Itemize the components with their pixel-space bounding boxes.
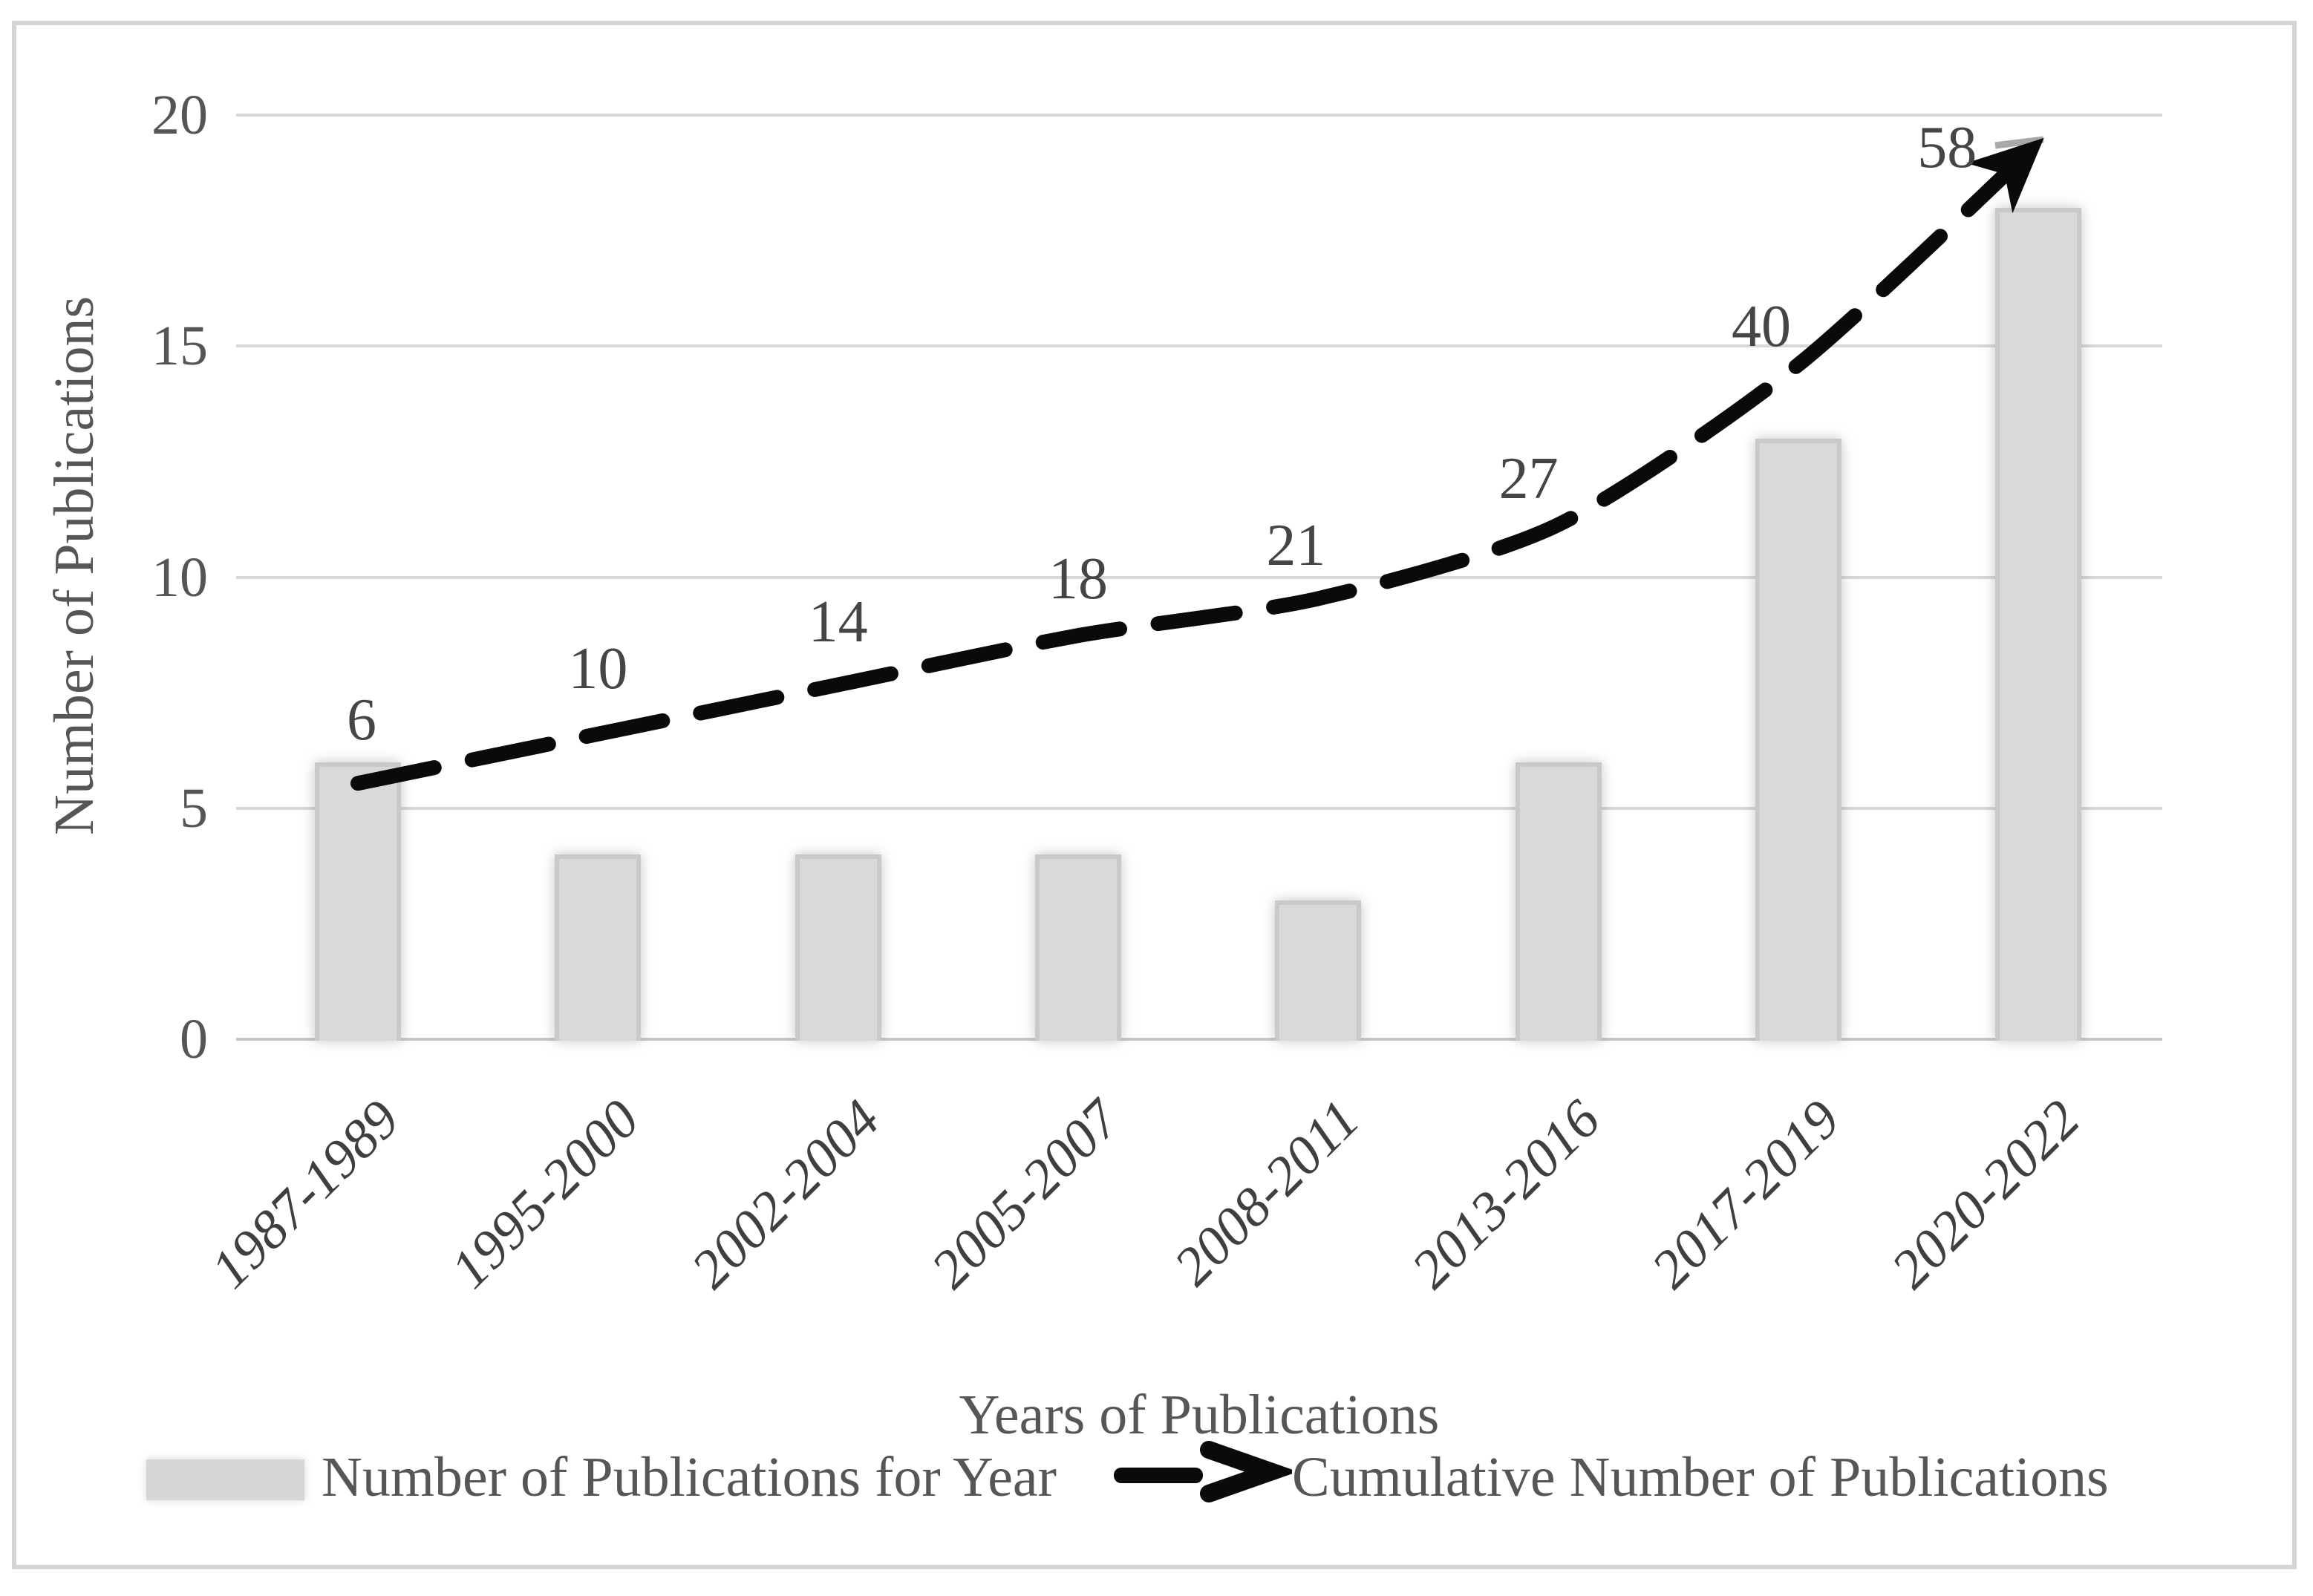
cumulative-data-label: 27: [1498, 445, 1559, 511]
bar-2013-2016: [1515, 762, 1602, 1041]
cumulative-data-label: 18: [1048, 546, 1108, 612]
x-axis-title: Years of Publications: [959, 1384, 1440, 1446]
cumulative-data-label: 58: [1917, 114, 1977, 180]
cumulative-data-label: 10: [568, 635, 628, 701]
y-tick-label: 10: [151, 546, 208, 609]
h-gridline: [236, 114, 2162, 117]
bar-2017-2019: [1755, 438, 1841, 1041]
h-gridline: [236, 344, 2162, 348]
cumulative-data-label: 6: [347, 687, 376, 753]
legend-label-bars: Number of Publications for Year: [322, 1446, 1057, 1508]
y-tick-label: 5: [180, 776, 208, 840]
cumulative-data-label: 21: [1266, 513, 1326, 579]
h-gridline: [236, 575, 2162, 579]
bar-1987-1989: [315, 762, 401, 1041]
bar-2002-2004: [795, 854, 881, 1041]
x-axis-line: [236, 1038, 2162, 1041]
bar-1995-2000: [555, 854, 642, 1041]
legend-arrow-icon: [1114, 1441, 1292, 1502]
cumulative-data-label: 40: [1731, 294, 1791, 360]
cumulative-data-label: 14: [808, 589, 868, 655]
y-axis-title: Number of Publications: [43, 295, 105, 836]
bar-2008-2011: [1275, 900, 1362, 1041]
y-tick-label: 0: [180, 1008, 208, 1070]
h-gridline: [236, 806, 2162, 810]
legend-bar-swatch: [146, 1459, 304, 1500]
cumulative-line: [350, 135, 2046, 791]
bar-2005-2007: [1034, 854, 1121, 1041]
y-tick-label: 15: [151, 315, 208, 378]
chart-outer-frame: [12, 21, 2297, 1569]
legend-label-line: Cumulative Number of Publications: [1292, 1446, 2109, 1508]
bar-2020-2022: [1995, 207, 2082, 1041]
y-tick-label: 20: [151, 84, 208, 146]
